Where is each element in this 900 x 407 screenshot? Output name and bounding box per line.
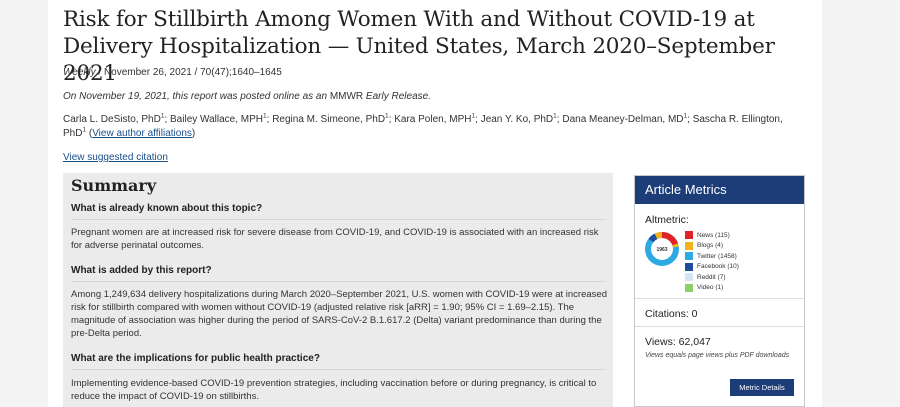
posted-suffix: Early Release.	[363, 91, 431, 102]
altmetric-legend: News (115) Blogs (4) Twitter (1458) Face…	[685, 230, 739, 293]
publication-info: Weekly / November 26, 2021 / 70(47);1640…	[63, 67, 282, 78]
summary-question-3: What are the implications for public hea…	[71, 353, 320, 364]
facebook-swatch-icon	[685, 262, 693, 271]
summary-heading: Summary	[71, 176, 157, 195]
citations-count: Citations: 0	[645, 308, 698, 320]
author-list: Carla L. DeSisto, PhD1; Bailey Wallace, …	[63, 112, 783, 139]
legend-item-facebook: Facebook (10)	[685, 262, 739, 273]
author: Dana Meaney-Delman, MD1;	[562, 112, 693, 125]
view-citation-link[interactable]: View suggested citation	[63, 152, 168, 163]
metric-details-button[interactable]: Metric Details	[730, 379, 794, 396]
views-note: Views equals page views plus PDF downloa…	[645, 352, 790, 359]
view-affiliations-link[interactable]: View author affiliations	[92, 128, 192, 139]
summary-answer-2: Among 1,249,634 delivery hospitalization…	[71, 289, 607, 339]
author: Bailey Wallace, MPH1;	[170, 112, 273, 125]
altmetric-donut-badge[interactable]: 1963	[644, 231, 680, 267]
divider	[71, 219, 605, 220]
article-title: Risk for Stillbirth Among Women With and…	[63, 7, 775, 86]
legend-item-reddit: Reddit (7)	[685, 272, 739, 283]
altmetric-label: Altmetric:	[645, 214, 689, 226]
altmetric-score: 1963	[656, 247, 667, 253]
posted-prefix: On November 19, 2021, this report was po…	[63, 91, 330, 102]
legend-item-news: News (115)	[685, 230, 739, 241]
summary-box: Summary What is already known about this…	[63, 173, 613, 407]
divider	[71, 281, 605, 282]
views-count: Views: 62,047	[645, 336, 711, 348]
legend-item-video: Video (1)	[685, 283, 739, 294]
author: Sascha R. Ellington, PhD1	[63, 114, 783, 139]
divider	[635, 298, 804, 299]
blogs-swatch-icon	[685, 241, 693, 250]
summary-question-1: What is already known about this topic?	[71, 203, 263, 214]
summary-answer-3: Implementing evidence-based COVID-19 pre…	[71, 378, 597, 402]
author: Carla L. DeSisto, PhD1;	[63, 112, 171, 125]
author: Regina M. Simeone, PhD1;	[272, 112, 395, 125]
reddit-swatch-icon	[685, 273, 693, 282]
divider	[635, 326, 804, 327]
article-metrics-panel: Article Metrics Altmetric: 1963 News (11…	[634, 175, 805, 407]
citation-container: View suggested citation	[63, 152, 168, 163]
article-page: Risk for Stillbirth Among Women With and…	[48, 0, 822, 407]
summary-answer-1: Pregnant women are at increased risk for…	[71, 227, 599, 251]
metrics-heading: Article Metrics	[635, 176, 804, 204]
author: Kara Polen, MPH1;	[394, 112, 481, 125]
author: Jean Y. Ko, PhD1;	[480, 112, 563, 125]
summary-question-2: What is added by this report?	[71, 265, 212, 276]
issue-info: / November 26, 2021 / 70(47);1640–1645	[95, 67, 282, 78]
twitter-swatch-icon	[685, 252, 693, 261]
journal-name: Weekly	[63, 67, 96, 78]
news-swatch-icon	[685, 231, 693, 240]
posted-mmwr: MMWR	[329, 91, 364, 102]
legend-item-blogs: Blogs (4)	[685, 241, 739, 252]
video-swatch-icon	[685, 283, 693, 292]
divider	[71, 369, 605, 370]
early-release-note: On November 19, 2021, this report was po…	[63, 91, 431, 102]
legend-item-twitter: Twitter (1458)	[685, 251, 739, 262]
